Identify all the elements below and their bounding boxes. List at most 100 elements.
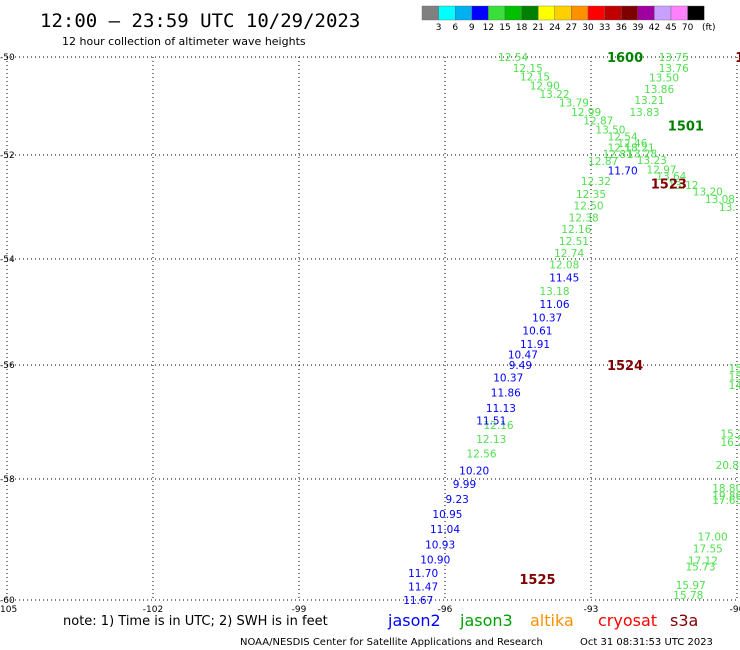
- wave-height-value: 13.50: [595, 125, 625, 137]
- wave-height-value: 12.38: [569, 212, 599, 224]
- time-label: 1523: [651, 178, 687, 193]
- wave-height-value: 9.49: [509, 360, 532, 372]
- wave-height-value: 13.22: [539, 89, 569, 101]
- satellite-legend-item: cryosat: [598, 611, 657, 630]
- colorbar-swatch: [604, 5, 622, 21]
- wave-height-value: 12.15: [520, 72, 550, 84]
- colorbar-swatch: [538, 5, 556, 21]
- wave-height-value: 10.47: [508, 349, 538, 361]
- colorbar-swatch: [587, 5, 605, 21]
- wave-height-value: 12.18: [608, 143, 638, 155]
- wave-height-value: 12.13: [476, 434, 506, 446]
- wave-height-value: 12.81: [603, 149, 633, 161]
- x-tick-label: -105: [0, 605, 17, 615]
- colorbar-tick: 3: [436, 23, 442, 33]
- y-tick-label: -56: [0, 361, 15, 371]
- wave-height-value: 12.15: [513, 63, 543, 75]
- wave-height-value: 13.: [719, 202, 736, 214]
- wave-height-value: 13.79: [559, 98, 589, 110]
- wave-height-value: 13.75: [659, 52, 689, 64]
- wave-height-value: 12.99: [571, 107, 601, 119]
- colorbar-swatch: [455, 5, 473, 21]
- wave-height-value: 13.18: [539, 286, 569, 298]
- wave-height-value: 12.35: [576, 189, 606, 201]
- wave-height-value: 15.: [729, 363, 740, 375]
- wave-height-value: 10.37: [532, 312, 562, 324]
- time-label: 1525: [519, 573, 555, 588]
- wave-height-value: 10.20: [459, 465, 489, 477]
- wave-height-value: 17.55: [693, 544, 723, 556]
- wave-height-value: 15.2: [720, 428, 740, 440]
- wave-height-value: 11.91: [520, 339, 550, 351]
- colorbar-tick: 21: [532, 23, 543, 33]
- wave-height-value: 13.12: [668, 180, 698, 192]
- wave-height-value: 13.23: [637, 155, 667, 167]
- colorbar-tick: 33: [599, 23, 610, 33]
- colorbar-tick: 30: [582, 23, 594, 33]
- wave-height-value: 13.28: [627, 149, 657, 161]
- wave-height-value: 11.04: [430, 524, 460, 536]
- colorbar-tick: 45: [665, 23, 676, 33]
- wave-height-value: 13.76: [659, 63, 689, 75]
- colorbar-swatch: [488, 5, 506, 21]
- colorbar-swatch: [504, 5, 522, 21]
- satellite-legend-item: altika: [530, 611, 574, 630]
- colorbar-swatch: [521, 5, 539, 21]
- wave-height-value: 10.95: [432, 509, 462, 521]
- satellite-legend-item: s3a: [670, 611, 698, 630]
- wave-height-value: 13.83: [630, 107, 660, 119]
- colorbar-tick: 15: [499, 23, 510, 33]
- wave-height-value: 12.08: [549, 259, 579, 271]
- wave-height-value: 12.54: [608, 131, 638, 143]
- y-tick-label: -52: [0, 151, 15, 161]
- time-labels: 1600 1501 1523 1524 1525 15: [519, 51, 740, 588]
- wave-height-value: 18.80: [712, 483, 740, 495]
- colorbar-tick: 27: [566, 23, 577, 33]
- wave-height-value: 20.8: [716, 460, 739, 472]
- wave-height-value: 11.45: [549, 273, 579, 285]
- colorbar-swatch: [621, 5, 639, 21]
- colorbar-tick: 18: [516, 23, 528, 33]
- colorbar-tick: 42: [649, 23, 660, 33]
- wave-height-value: 10.61: [522, 326, 552, 338]
- y-tick-label: -58: [0, 475, 15, 485]
- wave-height-points: 12.5412.1512.1512.9013.2213.7912.9912.87…: [403, 52, 740, 607]
- credit-text: NOAA/NESDIS Center for Satellite Applica…: [240, 637, 543, 648]
- wave-height-value: 11.47: [408, 582, 438, 594]
- wave-height-value: 15.78: [673, 590, 703, 602]
- chart-subtitle: 12 hour collection of altimeter wave hei…: [62, 35, 306, 48]
- wave-height-value: 9.23: [445, 494, 468, 506]
- wave-height-value: 17.00: [698, 531, 728, 543]
- colorbar-tick: 6: [452, 23, 458, 33]
- y-tick-label: -60: [0, 596, 15, 606]
- time-label: 1524: [607, 359, 643, 374]
- colorbar-swatch: [438, 5, 456, 21]
- wave-height-value: 12.50: [574, 200, 604, 212]
- wave-height-value: 12.32: [581, 176, 611, 188]
- y-tick-label: -50: [0, 53, 15, 63]
- x-tick-label: -93: [584, 605, 599, 615]
- wave-height-value: 10.37: [493, 373, 523, 385]
- wave-height-value: 15.73: [685, 562, 715, 574]
- wave-height-value: 13.64: [656, 171, 686, 183]
- colorbar-swatch: [421, 5, 439, 21]
- wave-height-value: 13.21: [625, 143, 655, 155]
- satellite-legend: jason2 jason3 altika cryosat s3a: [387, 611, 698, 630]
- wave-height-value: 12.51: [559, 236, 589, 248]
- wave-height-value: 12.87: [583, 116, 613, 128]
- colorbar-tick: 36: [615, 23, 627, 33]
- colorbar-swatch: [670, 5, 688, 21]
- wave-height-value: 11.51: [476, 415, 506, 427]
- x-tick-label: -90: [730, 605, 740, 615]
- wave-height-value: 12.90: [530, 80, 560, 92]
- wave-height-value: 12.87: [588, 156, 618, 168]
- wave-height-value: 14.: [729, 380, 740, 392]
- colorbar-swatch: [654, 5, 672, 21]
- x-tick-label: -99: [292, 605, 307, 615]
- wave-height-value: 15.: [729, 371, 740, 383]
- wave-height-value: 15.97: [676, 580, 706, 592]
- wave-height-value: 9.99: [453, 479, 476, 491]
- y-tick-label: -54: [0, 255, 15, 265]
- wave-height-value: 11.06: [539, 299, 569, 311]
- colorbar-legend: 3 6 9 12 15 18 21 24 27 30 33 36 39 42 45 70: [421, 5, 705, 33]
